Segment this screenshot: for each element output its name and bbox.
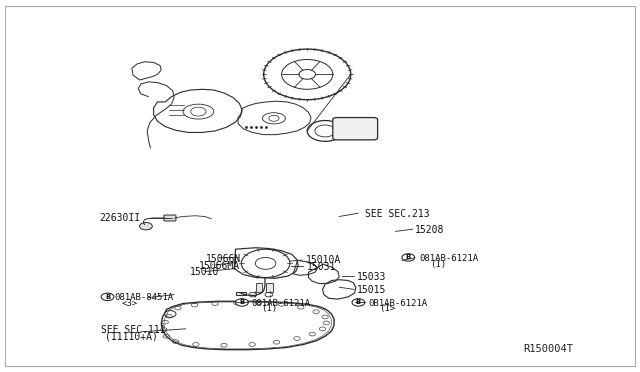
Circle shape	[352, 299, 365, 306]
Text: 081AB-6121A: 081AB-6121A	[420, 254, 479, 263]
FancyBboxPatch shape	[333, 118, 378, 140]
Text: 15010: 15010	[189, 267, 219, 277]
Bar	[266, 283, 273, 292]
Text: 15033: 15033	[357, 272, 387, 282]
Text: 15066MA: 15066MA	[198, 261, 239, 270]
Text: 081AB-6121A: 081AB-6121A	[251, 299, 310, 308]
Text: B: B	[105, 294, 110, 300]
Text: (11110+A): (11110+A)	[105, 331, 158, 341]
Circle shape	[140, 222, 152, 230]
Text: 15010A: 15010A	[306, 256, 341, 265]
Text: 15066N: 15066N	[206, 254, 241, 263]
Bar	[236, 292, 246, 295]
Text: 22630II: 22630II	[99, 213, 140, 222]
FancyBboxPatch shape	[164, 215, 176, 221]
Text: B: B	[406, 254, 411, 260]
Text: 0B1AB-6121A: 0B1AB-6121A	[369, 299, 428, 308]
Bar	[256, 283, 262, 292]
Circle shape	[101, 293, 114, 301]
Text: B: B	[356, 299, 361, 305]
Circle shape	[402, 254, 415, 261]
Text: 081AB-8451A: 081AB-8451A	[114, 293, 173, 302]
Text: B: B	[239, 299, 244, 305]
Text: 15031: 15031	[307, 262, 337, 272]
Text: (1): (1)	[261, 304, 277, 313]
Text: R150004T: R150004T	[523, 344, 573, 354]
Text: 15015: 15015	[357, 285, 387, 295]
Text: SEE SEC.111: SEE SEC.111	[101, 326, 166, 335]
Circle shape	[236, 299, 248, 306]
Text: <3>: <3>	[122, 299, 138, 308]
Text: (1>: (1>	[379, 304, 395, 313]
Text: (1): (1)	[430, 260, 446, 269]
Text: SEE SEC.213: SEE SEC.213	[365, 209, 429, 219]
Text: 15208: 15208	[415, 225, 444, 235]
